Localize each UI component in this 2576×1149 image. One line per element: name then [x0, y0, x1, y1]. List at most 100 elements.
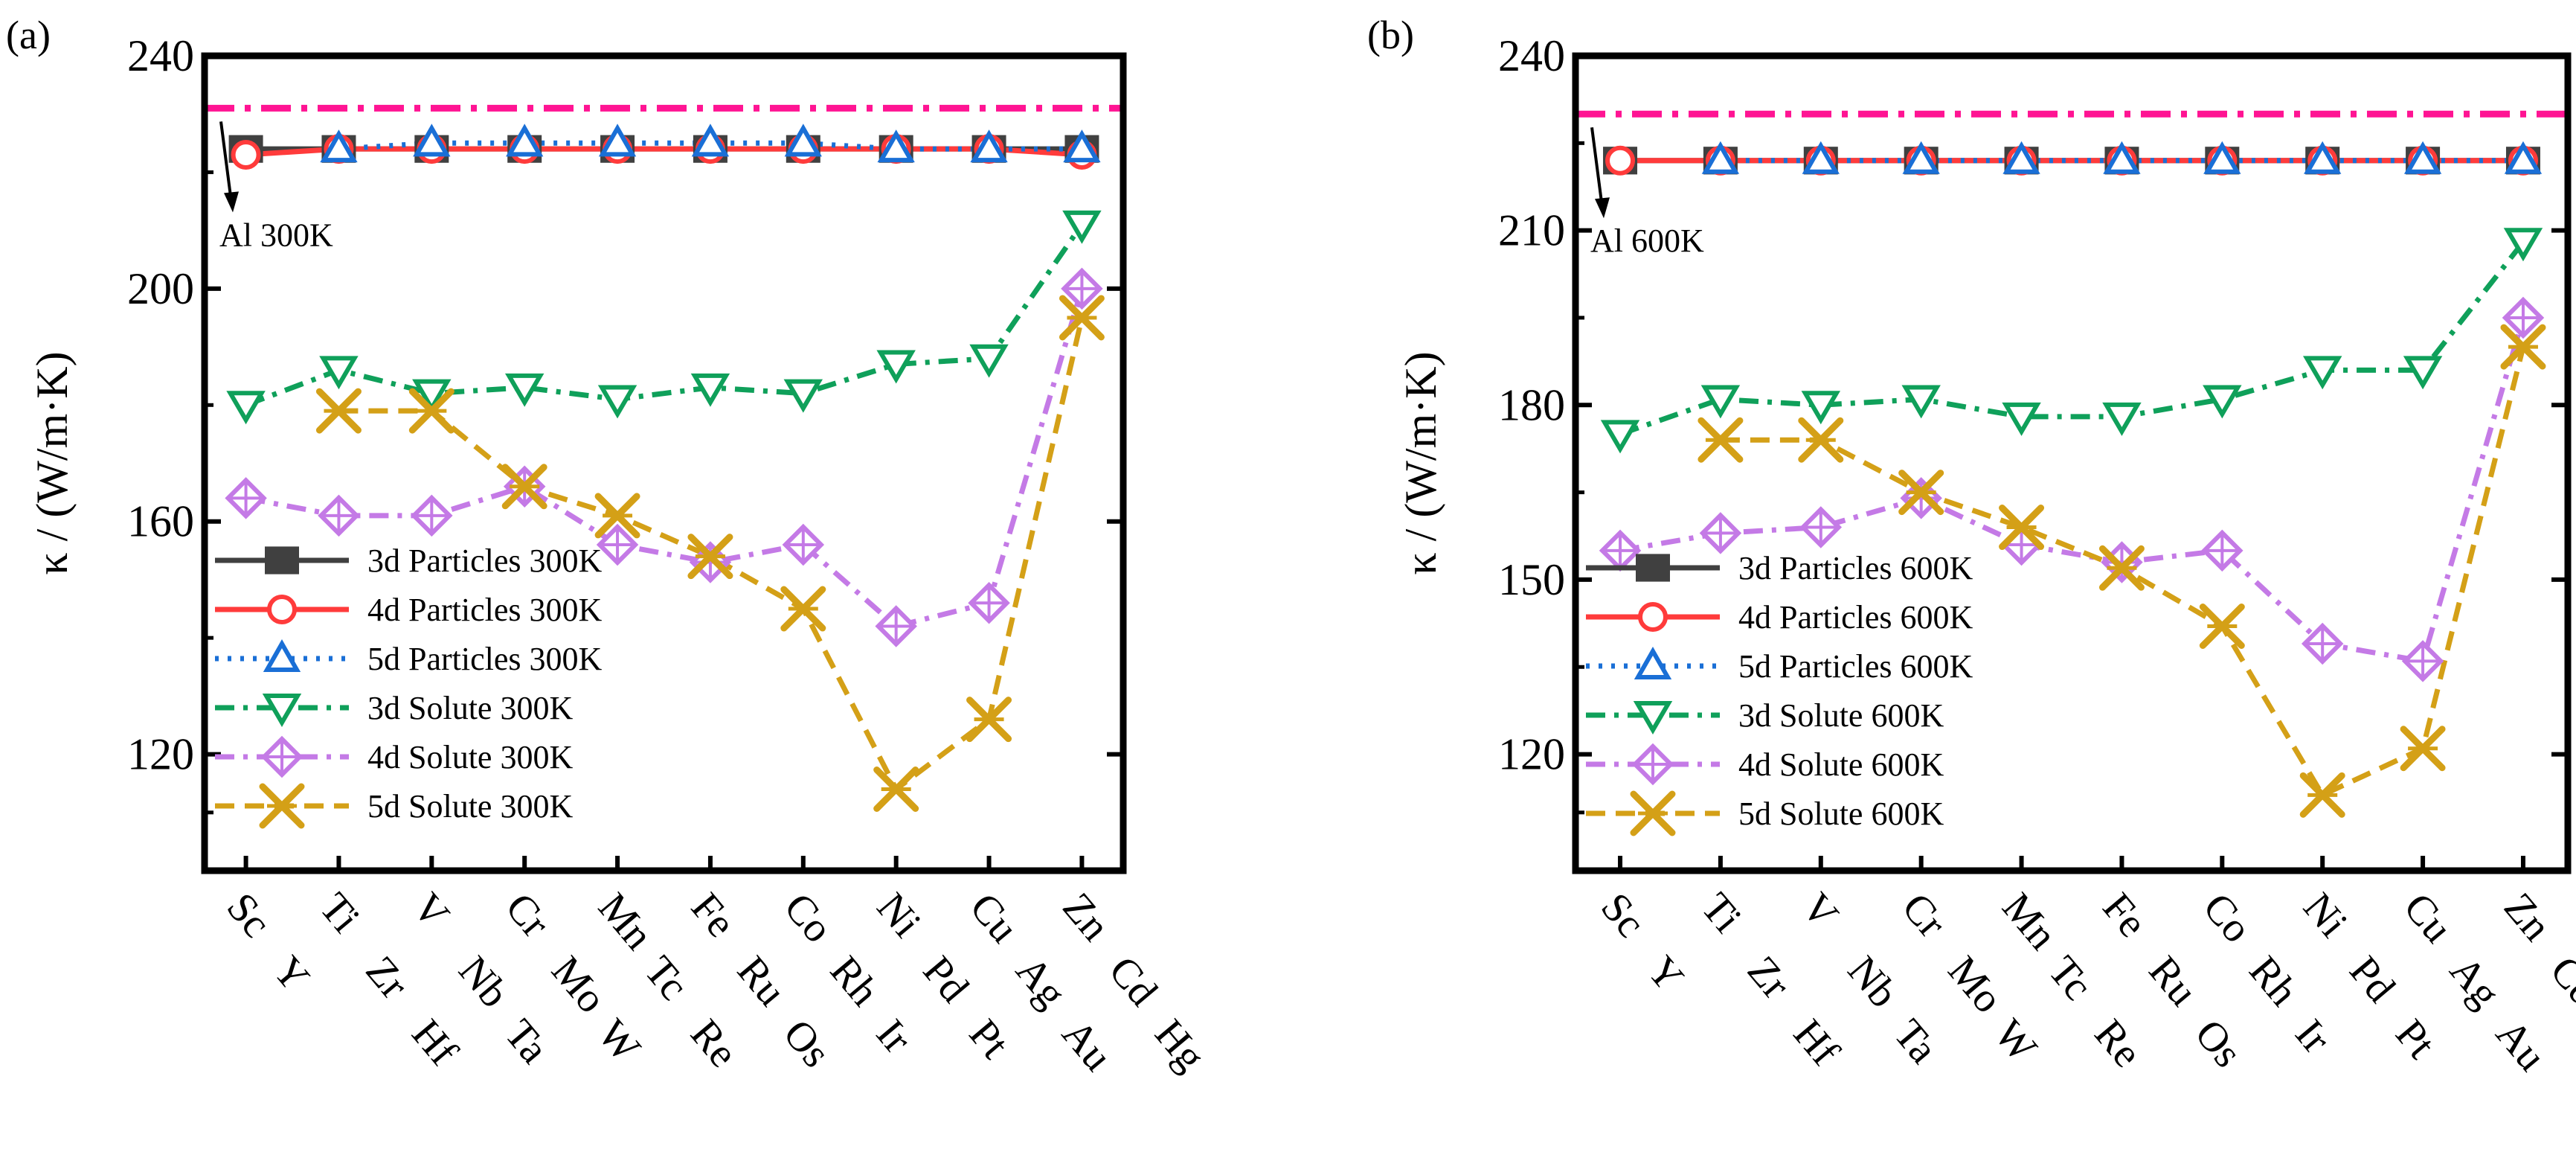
reference-arrow-head — [224, 191, 239, 213]
x-tick-label: Ta — [1885, 1011, 1947, 1072]
data-point — [1802, 141, 1840, 174]
x-tick-label: Ta — [495, 1011, 557, 1072]
data-point — [2203, 141, 2241, 174]
x-tick-label: Zr — [1738, 948, 1799, 1008]
y-axis-label: κ / (W/m·K) — [1396, 351, 1445, 574]
series-line — [1619, 240, 2525, 437]
x-tick-label: Os — [774, 1011, 839, 1077]
data-point — [1801, 391, 1841, 425]
legend-marker — [267, 595, 297, 624]
data-point — [1700, 385, 1741, 419]
x-tick-label: Pt — [960, 1011, 1018, 1068]
x-tick-label: Mn — [1994, 885, 2066, 958]
x-tick-label: Ru — [2139, 948, 2206, 1015]
data-point — [413, 124, 451, 157]
y-tick-label: 180 — [1498, 380, 1565, 429]
data-point — [1063, 129, 1101, 163]
legend-marker — [1636, 554, 1670, 582]
legend-label: 5d Particles 300K — [367, 641, 603, 677]
x-tick-label: Cr — [496, 885, 559, 947]
panel-label: (a) — [6, 13, 51, 57]
y-tick-label: 240 — [127, 31, 194, 80]
data-point — [2401, 640, 2444, 682]
data-point — [1898, 470, 1944, 516]
series-line — [245, 223, 1085, 408]
x-tick-label: Tc — [635, 948, 697, 1009]
data-point — [2304, 141, 2342, 174]
data-point — [1902, 141, 1940, 174]
reference-arrow-head — [1595, 197, 1610, 219]
panel-label: (b) — [1367, 13, 1414, 57]
legend-label: 5d Solute 600K — [1738, 796, 1944, 832]
x-tick-label: Pd — [2340, 948, 2404, 1011]
data-point — [691, 124, 730, 157]
data-point — [408, 388, 455, 434]
data-point — [2299, 772, 2345, 818]
data-point — [319, 356, 359, 390]
data-point — [1701, 141, 1740, 174]
data-point — [1901, 385, 1941, 419]
x-tick-label: Fe — [2093, 885, 2155, 947]
data-point — [411, 494, 453, 537]
y-tick-label: 120 — [1498, 730, 1565, 779]
data-point — [2301, 622, 2344, 665]
data-point — [597, 385, 637, 419]
data-point — [966, 697, 1012, 743]
legend-marker — [1630, 790, 1676, 836]
data-point — [2302, 356, 2342, 390]
x-tick-label: Hg — [1146, 1011, 1213, 1080]
x-tick-label: Cu — [2394, 885, 2461, 952]
x-tick-label: Ir — [2286, 1011, 2339, 1063]
legend-marker — [1638, 602, 1668, 632]
data-point — [315, 388, 362, 434]
data-layer — [1576, 110, 2568, 818]
data-point — [318, 494, 360, 537]
data-point — [2203, 385, 2242, 419]
data-point — [782, 523, 825, 566]
data-point — [1699, 512, 1742, 554]
x-tick-label: V — [403, 885, 457, 938]
data-point — [876, 350, 916, 384]
legend-marker — [265, 546, 299, 574]
x-tick-label: Cd — [2541, 948, 2576, 1015]
data-point — [783, 379, 823, 413]
data-point — [1697, 417, 1744, 463]
x-tick-label: Mn — [589, 885, 662, 958]
x-tick-label: Nb — [1839, 948, 1907, 1017]
legend-marker — [1633, 701, 1673, 734]
data-point — [225, 477, 267, 519]
legend-label: 4d Solute 300K — [367, 739, 573, 775]
data-point — [320, 129, 358, 163]
x-tick-label: Re — [2086, 1011, 2151, 1077]
legend-label: 4d Particles 600K — [1738, 599, 1973, 636]
data-point — [969, 344, 1009, 378]
x-tick-label: V — [1793, 885, 1847, 938]
data-point — [784, 124, 822, 157]
data-point — [2199, 604, 2245, 649]
legend-label: 5d Particles 600K — [1738, 648, 1973, 685]
x-tick-label: W — [1985, 1011, 2046, 1071]
x-tick-label: Au — [1053, 1011, 1121, 1080]
data-point — [2403, 356, 2443, 390]
data-point — [1999, 505, 2045, 551]
data-point — [877, 129, 915, 163]
y-axis-label: κ / (W/m·K) — [28, 351, 77, 574]
reference-label: Al 600K — [1590, 223, 1704, 259]
y-tick-label: 160 — [127, 497, 194, 546]
data-point — [780, 586, 826, 632]
y-tick-label: 150 — [1498, 555, 1565, 604]
data-point — [594, 493, 640, 539]
data-point — [2201, 529, 2243, 572]
y-tick-label: 210 — [1498, 206, 1565, 255]
data-point — [1062, 210, 1102, 244]
x-tick-label: Pt — [2386, 1011, 2444, 1068]
x-tick-label: Sc — [1592, 885, 1654, 947]
x-tick-label: Hf — [402, 1011, 466, 1075]
data-point — [2002, 402, 2041, 436]
legend-label: 3d Particles 300K — [367, 543, 603, 579]
data-point — [970, 129, 1008, 163]
x-tick-label: Ni — [2294, 885, 2356, 947]
legend-label: 3d Solute 600K — [1738, 697, 1944, 734]
